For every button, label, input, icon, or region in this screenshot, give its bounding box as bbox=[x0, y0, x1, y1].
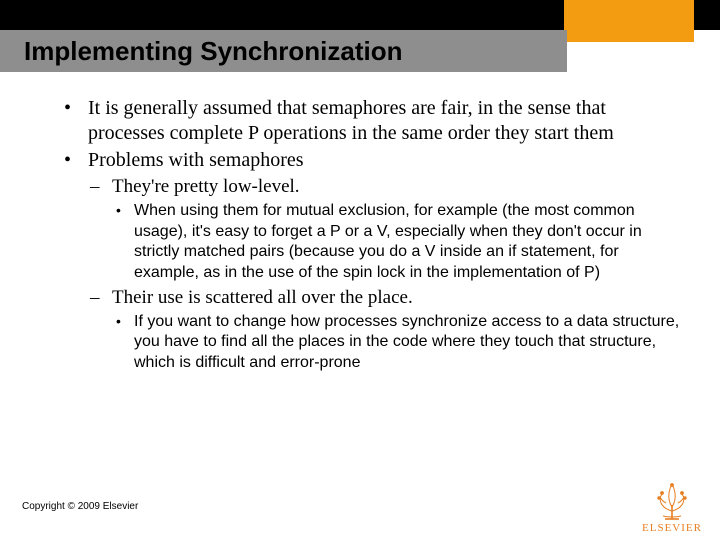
bullet-l2: Their use is scattered all over the plac… bbox=[88, 286, 680, 374]
header-orange-block bbox=[564, 0, 694, 42]
bullet-text: Their use is scattered all over the plac… bbox=[112, 287, 413, 308]
bullet-l3: If you want to change how processes sync… bbox=[114, 312, 680, 374]
bullet-text: If you want to change how processes sync… bbox=[134, 313, 679, 372]
bullet-l2: They're pretty low-level. When using the… bbox=[88, 175, 680, 284]
slide-title: Implementing Synchronization bbox=[24, 36, 402, 67]
slide-body: It is generally assumed that semaphores … bbox=[60, 96, 680, 376]
bullet-text: They're pretty low-level. bbox=[112, 176, 300, 197]
bullet-text: It is generally assumed that semaphores … bbox=[88, 97, 614, 144]
bullet-l1: Problems with semaphores They're pretty … bbox=[60, 148, 680, 374]
title-bar: Implementing Synchronization bbox=[0, 30, 567, 72]
logo-label: ELSEVIER bbox=[636, 522, 708, 534]
bullet-l3: When using them for mutual exclusion, fo… bbox=[114, 201, 680, 284]
bullet-text: Problems with semaphores bbox=[88, 149, 304, 171]
bullet-text: When using them for mutual exclusion, fo… bbox=[134, 202, 642, 281]
elsevier-logo: ELSEVIER bbox=[636, 481, 708, 534]
bullet-l1: It is generally assumed that semaphores … bbox=[60, 96, 680, 146]
copyright-text: Copyright © 2009 Elsevier bbox=[22, 501, 138, 512]
tree-icon bbox=[649, 481, 695, 521]
